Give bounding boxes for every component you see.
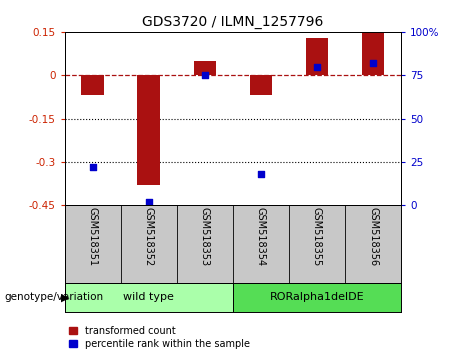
Title: GDS3720 / ILMN_1257796: GDS3720 / ILMN_1257796 bbox=[142, 16, 324, 29]
Text: RORalpha1delDE: RORalpha1delDE bbox=[270, 292, 364, 302]
Point bbox=[257, 171, 265, 177]
Text: GSM518352: GSM518352 bbox=[144, 207, 154, 266]
Text: wild type: wild type bbox=[123, 292, 174, 302]
Point bbox=[369, 60, 377, 66]
Bar bbox=[137, 75, 160, 185]
Bar bbox=[306, 38, 328, 75]
Point bbox=[89, 164, 96, 170]
Text: ▶: ▶ bbox=[61, 292, 69, 302]
Text: GSM518353: GSM518353 bbox=[200, 207, 210, 266]
Text: GSM518355: GSM518355 bbox=[312, 207, 322, 266]
Text: GSM518351: GSM518351 bbox=[88, 207, 98, 266]
Point bbox=[201, 73, 208, 78]
Point bbox=[145, 199, 152, 205]
Text: GSM518356: GSM518356 bbox=[368, 207, 378, 266]
Bar bbox=[65, 283, 233, 312]
Bar bbox=[194, 61, 216, 75]
Text: GSM518354: GSM518354 bbox=[256, 207, 266, 266]
Point bbox=[313, 64, 321, 69]
Text: genotype/variation: genotype/variation bbox=[5, 292, 104, 302]
Bar bbox=[233, 283, 401, 312]
Bar bbox=[362, 32, 384, 75]
Legend: transformed count, percentile rank within the sample: transformed count, percentile rank withi… bbox=[70, 326, 250, 349]
Bar bbox=[250, 75, 272, 96]
Bar bbox=[82, 75, 104, 96]
